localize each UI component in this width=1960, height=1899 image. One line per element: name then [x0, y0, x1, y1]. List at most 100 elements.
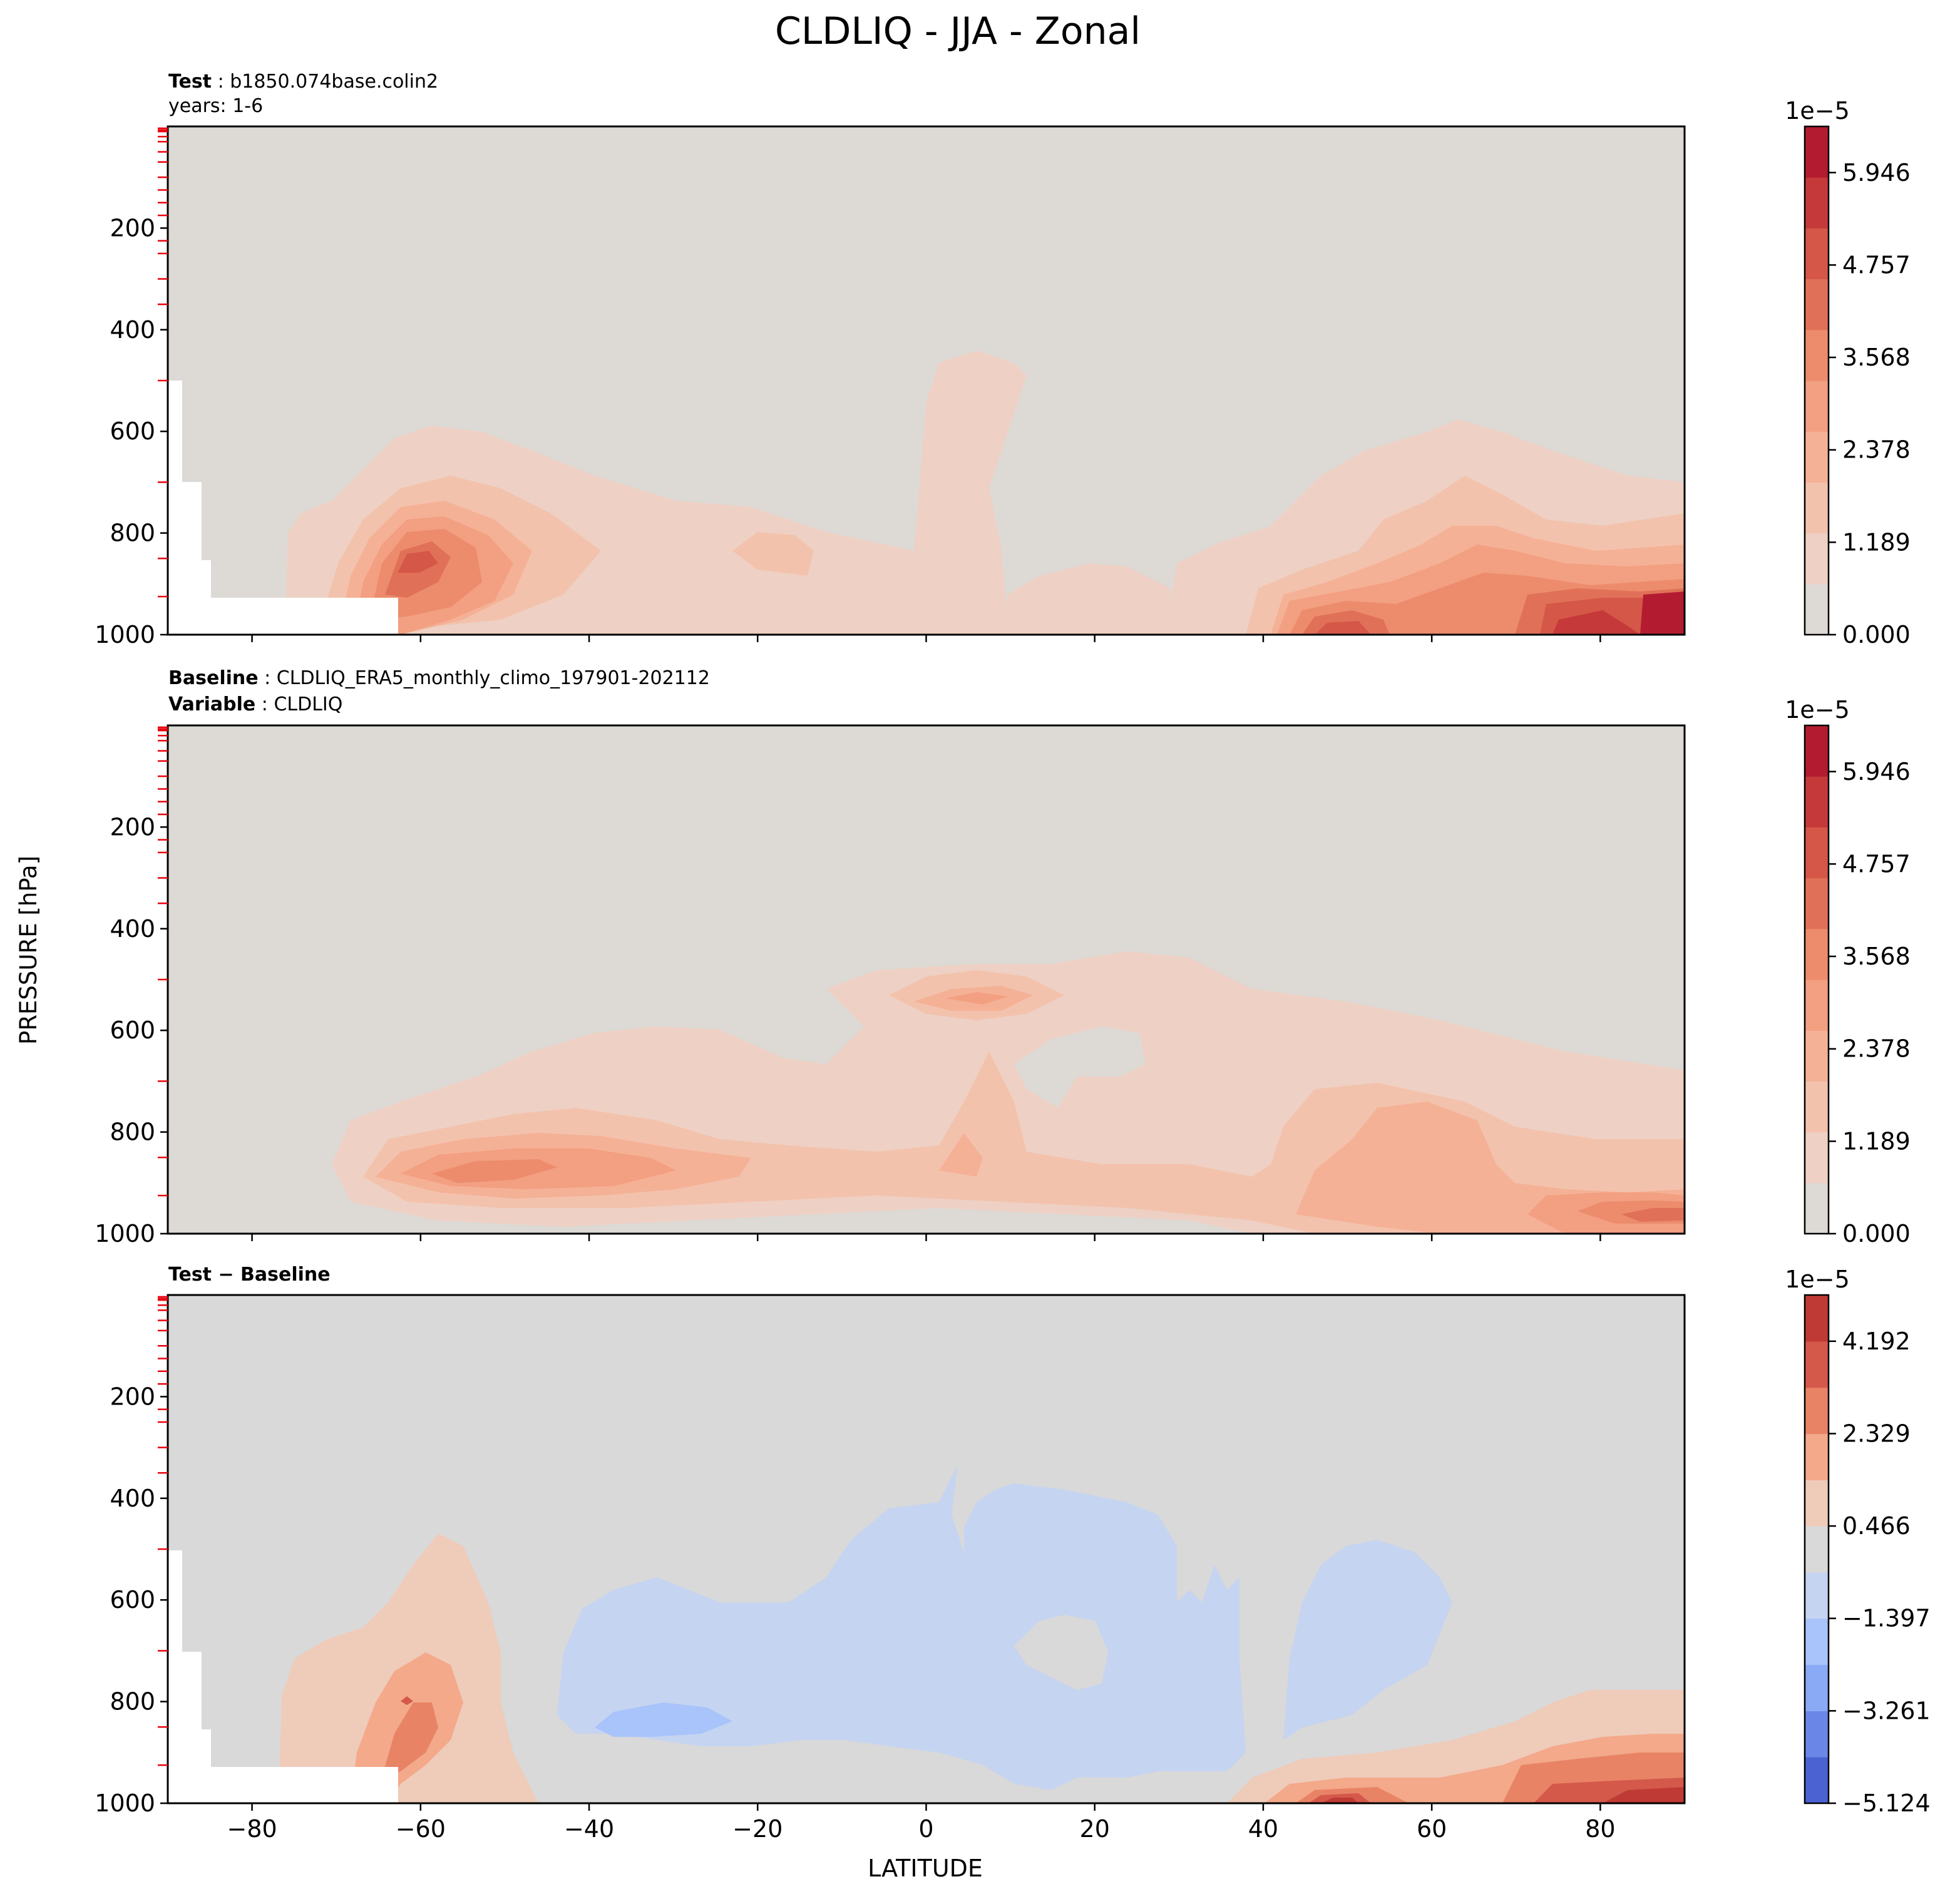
x-axis-label: LATITUDE — [868, 1855, 983, 1882]
y-tick-label: 600 — [110, 1016, 155, 1044]
y-tick-label: 800 — [110, 1118, 155, 1146]
colorbar-swatch — [1805, 1526, 1829, 1573]
colorbar: 0.000 1.189 2.378 3.568 4.757 5.946 1e−5 — [1785, 97, 1911, 648]
colorbar-tick-label: 0.000 — [1842, 1220, 1911, 1247]
colorbar-swatch — [1805, 381, 1829, 432]
contour-field — [332, 951, 1685, 1234]
contour-level-3 — [939, 1133, 983, 1177]
colorbar-tick-label: 3.568 — [1842, 344, 1911, 371]
colorbar-swatch — [1805, 1132, 1829, 1184]
colorbar-swatch — [1805, 1757, 1829, 1804]
y-tick-label: 200 — [110, 214, 155, 242]
colorbar-swatch — [1805, 1182, 1829, 1234]
colorbar-tick-label: −5.124 — [1842, 1789, 1931, 1817]
colorbar-offset-label: 1e−5 — [1785, 97, 1850, 125]
colorbar-tick-label: 5.946 — [1842, 159, 1911, 187]
y-axis-label: PRESSURE [hPa] — [15, 856, 42, 1045]
x-ticks — [251, 635, 1601, 642]
negative-level-2 — [595, 1702, 732, 1737]
contour-level-8 — [1552, 610, 1640, 635]
colorbar-tick-label: 4.757 — [1842, 850, 1911, 878]
header-sep: : — [255, 694, 274, 715]
colorbar-swatch — [1805, 177, 1829, 228]
contour-level-7 — [398, 551, 438, 573]
x-ticks — [251, 1234, 1601, 1241]
header-bold: Baseline — [168, 667, 259, 689]
header-sep: : — [212, 71, 230, 93]
x-tick-label: 40 — [1248, 1815, 1278, 1843]
colorbar-tick-label: 0.000 — [1842, 621, 1911, 648]
panel-test-header-2: years: 1-6 — [168, 95, 263, 117]
y-ticks: 200 400 600 800 1000 — [95, 1383, 168, 1817]
y-tick-label: 200 — [110, 1383, 155, 1410]
colorbar-swatch — [1805, 1433, 1829, 1480]
contour-level-9 — [1640, 591, 1685, 635]
level-marks — [158, 1296, 168, 1766]
x-tick-label: −60 — [396, 1815, 446, 1843]
y-tick-label: 400 — [110, 316, 155, 344]
colorbar: −5.124 −3.261 −1.397 0.466 2.329 4.192 1e−5 — [1785, 1266, 1930, 1817]
colorbar-swatch — [1805, 1664, 1829, 1711]
background-hole — [1014, 1026, 1146, 1108]
colorbar-swatch — [1805, 1387, 1829, 1435]
y-tick-label: 1000 — [95, 1220, 155, 1247]
contour-level-5 — [432, 1159, 557, 1183]
panel-test: Test : b1850.074base.colin2 years: 1-6 — [95, 71, 1911, 648]
colorbar-frame — [1804, 1294, 1830, 1804]
colorbar-tick-label: −3.261 — [1842, 1697, 1931, 1724]
colorbar-swatch — [1805, 482, 1829, 534]
level-marks — [158, 127, 168, 598]
colorbar-swatch — [1805, 1480, 1829, 1527]
positive-level-3 — [382, 1702, 438, 1778]
x-tick-label: −40 — [564, 1815, 614, 1843]
panel-baseline: Baseline : CLDLIQ_ERA5_monthly_climo_197… — [95, 667, 1911, 1247]
colorbar-swatch — [1805, 533, 1829, 585]
y-ticks: 200 400 600 800 1000 — [95, 813, 168, 1247]
negative-level-1 — [557, 1465, 1246, 1790]
x-tick-label: 60 — [1417, 1815, 1447, 1843]
colorbar-swatch — [1805, 431, 1829, 483]
colorbar-tick-label: 2.329 — [1842, 1420, 1911, 1447]
colorbar-swatch — [1805, 1295, 1829, 1342]
panel-test-header-1: Test : b1850.074base.colin2 — [168, 71, 438, 93]
header-text: CLDLIQ — [274, 694, 342, 715]
y-tick-label: 800 — [110, 520, 155, 547]
colorbar-swatch — [1805, 126, 1829, 178]
header-bold: Test − Baseline — [168, 1264, 331, 1286]
colorbar-tick-label: 2.378 — [1842, 1035, 1911, 1063]
panel-difference-header-1: Test − Baseline — [168, 1264, 331, 1286]
positive-level-4 — [401, 1696, 413, 1705]
colorbar-tick-label: 0.466 — [1842, 1512, 1911, 1540]
y-tick-label: 400 — [110, 915, 155, 943]
contour-level-7 — [1315, 621, 1371, 635]
colorbar-swatch — [1805, 1572, 1829, 1619]
colorbar-swatch — [1805, 583, 1829, 635]
positive-level-5 — [1603, 1787, 1685, 1803]
colorbar-tick-label: −1.397 — [1842, 1605, 1931, 1632]
colorbar-swatch — [1805, 329, 1829, 381]
y-tick-label: 800 — [110, 1688, 155, 1716]
colorbar-tick-label: 5.946 — [1842, 758, 1911, 786]
y-tick-label: 200 — [110, 813, 155, 841]
colorbar-swatch — [1805, 1030, 1829, 1082]
colorbar-tick-label: 4.192 — [1842, 1328, 1911, 1355]
y-tick-label: 400 — [110, 1485, 155, 1512]
colorbar-tick-label: 1.189 — [1842, 1127, 1911, 1155]
colorbar-frame — [1804, 125, 1830, 636]
colorbar-swatch — [1805, 776, 1829, 827]
x-tick-label: 0 — [918, 1815, 933, 1843]
x-tick-label: −80 — [227, 1815, 277, 1843]
contour-level-1 — [1002, 563, 1171, 635]
level-marks — [158, 726, 168, 1197]
header-text: b1850.074base.colin2 — [230, 71, 438, 93]
colorbar-tick-label: 2.378 — [1842, 436, 1911, 464]
y-tick-label: 600 — [110, 1586, 155, 1614]
header-bold: Variable — [168, 694, 255, 715]
colorbar-tick-label: 3.568 — [1842, 943, 1911, 970]
colorbar: 0.000 1.189 2.378 3.568 4.757 5.946 1e−5 — [1785, 696, 1911, 1247]
negative-level-1 — [1283, 1540, 1452, 1740]
colorbar-frame — [1804, 724, 1830, 1235]
contour-level-4 — [945, 992, 1008, 1005]
y-ticks: 200 400 600 800 1000 — [95, 214, 168, 648]
